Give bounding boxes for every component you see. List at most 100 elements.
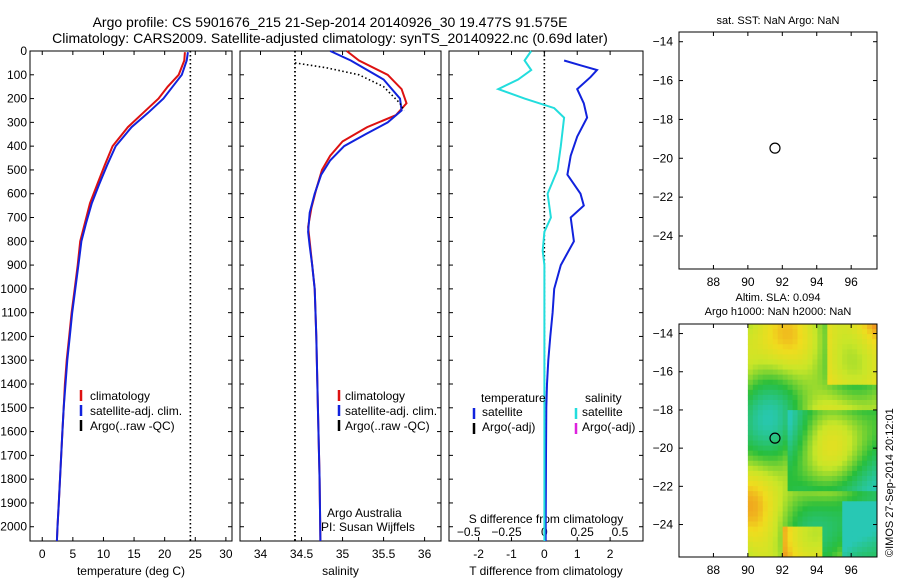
sla-heatmap-cell xyxy=(757,389,764,396)
sla-heatmap-cell xyxy=(822,531,828,538)
sla-heatmap-cell xyxy=(827,384,833,391)
sla-heatmap-cell xyxy=(872,420,878,426)
sla-heatmap-cell xyxy=(777,339,784,345)
sla-heatmap-cell xyxy=(857,394,863,401)
sla-heatmap-cell xyxy=(787,364,793,370)
sla-heatmap-cell xyxy=(807,359,813,365)
sla-heatmap-cell xyxy=(872,491,878,497)
sla-heatmap-cell xyxy=(782,511,789,517)
sla-heatmap-cell xyxy=(857,541,863,548)
sla-heatmap-cell xyxy=(797,415,803,421)
sla-heatmap-cell xyxy=(777,374,784,381)
sla-heatmap-cell xyxy=(857,526,863,533)
sla-heatmap-cell xyxy=(772,420,779,426)
sla-heatmap-cell xyxy=(867,536,873,543)
sla-heatmap-cell xyxy=(872,516,878,522)
sla-heatmap-cell xyxy=(832,521,838,528)
sla-heatmap-cell xyxy=(862,425,868,431)
sla-heatmap-cell xyxy=(747,541,754,548)
sla-heatmap-cell xyxy=(792,379,798,386)
sla-heatmap-cell xyxy=(767,475,774,482)
sla-heatmap-cell xyxy=(762,470,769,477)
sla-heatmap-cell xyxy=(827,491,833,497)
sla-heatmap-cell xyxy=(747,369,754,376)
sla-heatmap-cell xyxy=(852,324,858,330)
sla-heatmap-cell xyxy=(772,526,779,533)
sla-heatmap-cell xyxy=(837,374,843,381)
sla-heatmap-cell xyxy=(822,460,828,467)
sla-heatmap-cell xyxy=(772,506,779,512)
sla-heatmap-cell xyxy=(757,445,764,452)
sla-heatmap-cell xyxy=(832,349,838,355)
sla-heatmap-cell xyxy=(872,334,878,340)
sla-heatmap-cell xyxy=(777,399,784,406)
sla-heatmap-cell xyxy=(752,379,759,386)
sla-heatmap-cell xyxy=(857,455,863,462)
sla-heatmap-cell xyxy=(842,394,848,401)
sla-heatmap-cell xyxy=(762,536,769,543)
sla-heatmap-cell xyxy=(762,349,769,355)
sla-heatmap-cell xyxy=(767,425,774,431)
sla-heatmap-cell xyxy=(777,389,784,396)
sla-heatmap-cell xyxy=(777,329,784,335)
sla-heatmap-cell xyxy=(812,536,818,543)
sla-heatmap-cell xyxy=(817,334,823,340)
sla-heatmap-cell xyxy=(782,475,789,482)
difference-s-tick-label: −0.25 xyxy=(491,525,522,539)
sla-heatmap-cell xyxy=(772,374,779,381)
sla-heatmap-cell xyxy=(747,450,754,457)
sla-heatmap-cell xyxy=(797,445,803,452)
sla-heatmap-cell xyxy=(807,506,813,512)
sla-heatmap-cell xyxy=(757,379,764,386)
sla-heatmap-cell xyxy=(802,496,808,502)
sla-heatmap-cell xyxy=(872,440,878,446)
sla-heatmap-cell xyxy=(867,389,873,396)
sla-heatmap-cell xyxy=(752,460,759,467)
sla-heatmap-cell xyxy=(772,460,779,467)
sla-heatmap-cell xyxy=(867,374,873,381)
difference-legend-temperature-heading: temperature xyxy=(481,391,546,405)
sla-heatmap-cell xyxy=(782,399,789,406)
sla-heatmap-cell xyxy=(847,496,853,502)
sla-heatmap-cell xyxy=(812,445,818,452)
sla-heatmap-cell xyxy=(872,389,878,396)
sla-heatmap-cell xyxy=(777,445,784,452)
sla-heatmap-cell xyxy=(752,486,759,492)
sla-heatmap-cell xyxy=(792,496,798,502)
sla-heatmap-cell xyxy=(842,339,848,345)
sla-heatmap-cell xyxy=(842,334,848,340)
sla-heatmap-cell xyxy=(832,445,838,452)
sla-heatmap-cell xyxy=(857,470,863,477)
sst-map-title: sat. SST: NaN Argo: NaN xyxy=(717,15,840,27)
sla-heatmap-cell xyxy=(787,420,793,426)
sla-heatmap-cell xyxy=(772,470,779,477)
sla-heatmap-cell xyxy=(842,374,848,381)
sst-map-frame xyxy=(678,31,878,270)
sla-heatmap-cell xyxy=(787,491,793,497)
sla-heatmap-cell xyxy=(772,344,779,350)
sla-heatmap-cell xyxy=(767,369,774,376)
sla-heatmap-cell xyxy=(797,399,803,406)
sla-heatmap-cell xyxy=(757,339,764,345)
sla-heatmap-cell xyxy=(802,475,808,482)
sla-heatmap-cell xyxy=(852,475,858,482)
sla-heatmap-cell xyxy=(842,501,848,507)
sla-heatmap-cell xyxy=(837,369,843,376)
temperature-x-tick-label: 5 xyxy=(70,547,77,561)
sla-heatmap-cell xyxy=(797,435,803,441)
sla-heatmap-cell xyxy=(827,450,833,457)
sla-heatmap-cell xyxy=(862,511,868,517)
sla-heatmap-cell xyxy=(767,324,774,330)
sla-heatmap-cell xyxy=(862,526,868,533)
sla-heatmap-cell xyxy=(792,394,798,401)
sla-heatmap-cell xyxy=(842,324,848,330)
sla-heatmap-cell xyxy=(837,364,843,370)
depth-tick-label: 1800 xyxy=(0,472,27,486)
sla_map-x-tick-label: 92 xyxy=(776,563,790,577)
sla-heatmap-cell xyxy=(762,551,769,558)
sla-heatmap-cell xyxy=(762,399,769,406)
sla-heatmap-cell xyxy=(862,541,868,548)
sla-heatmap-cell xyxy=(802,430,808,436)
sla-heatmap-cell xyxy=(757,551,764,558)
sla-heatmap-cell xyxy=(752,511,759,517)
